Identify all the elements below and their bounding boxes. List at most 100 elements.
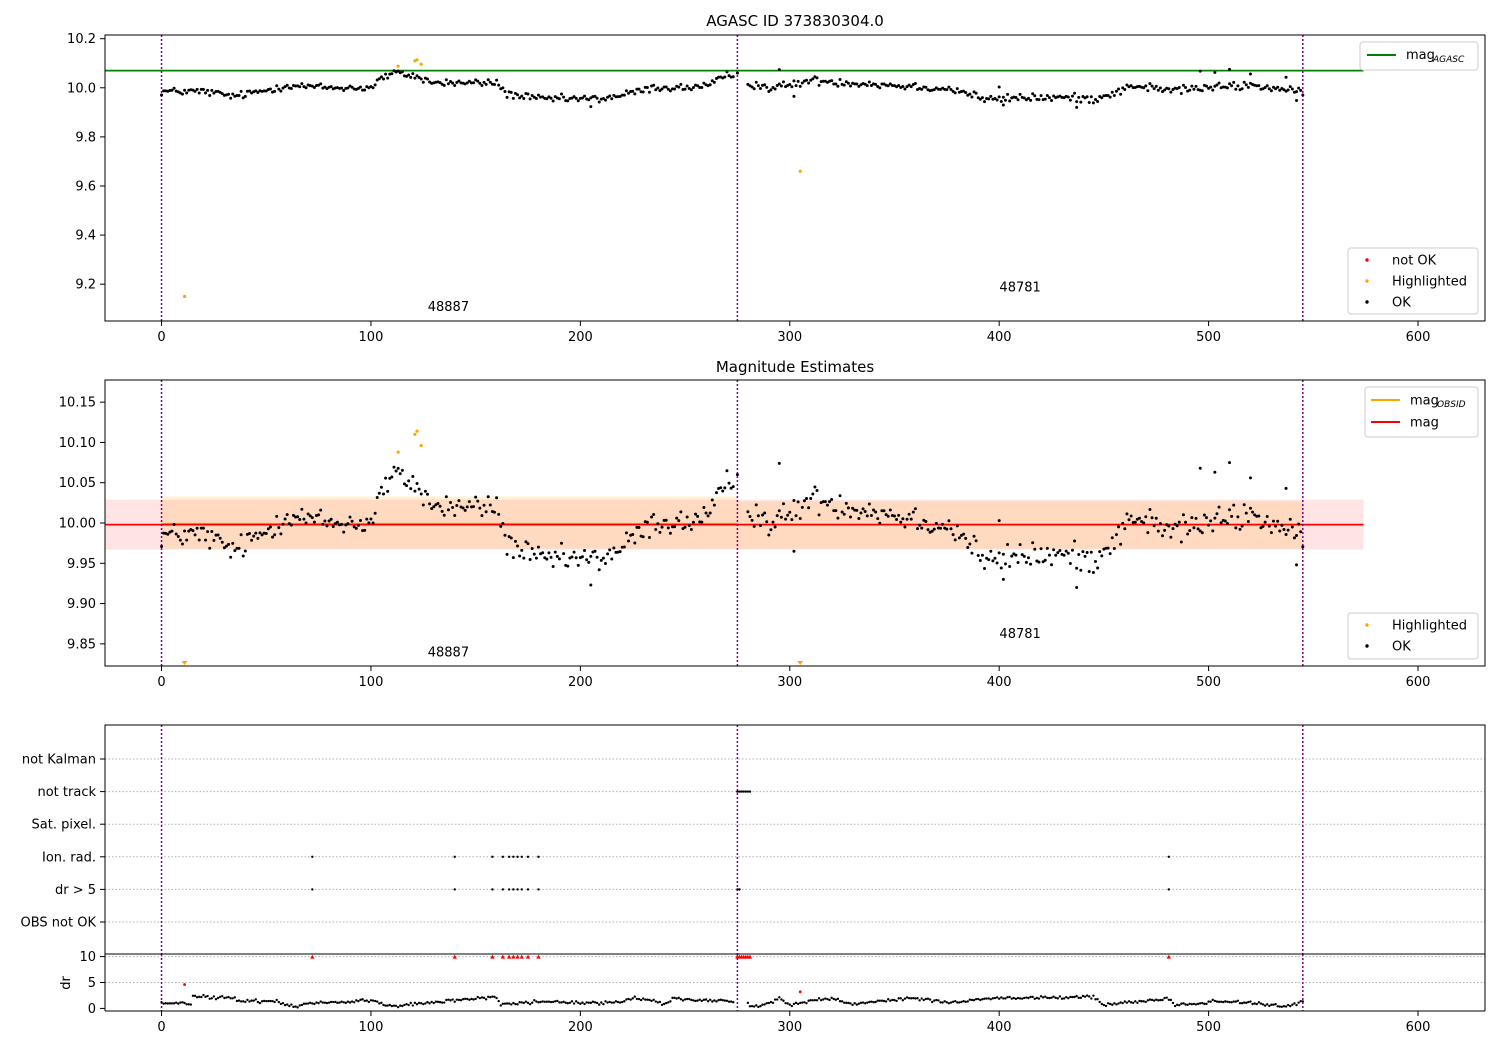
ok-point bbox=[1119, 542, 1123, 546]
ok-point bbox=[1001, 552, 1005, 556]
ok-point bbox=[405, 74, 409, 78]
ok-point bbox=[631, 532, 635, 536]
x-tick-label: 500 bbox=[1196, 675, 1221, 690]
ok-point bbox=[319, 82, 323, 86]
dr-point bbox=[382, 1003, 385, 1007]
ok-point bbox=[980, 553, 984, 557]
ok-point bbox=[1010, 554, 1014, 558]
ok-point bbox=[239, 533, 243, 537]
dr-point bbox=[958, 1001, 961, 1004]
ok-point bbox=[807, 506, 811, 510]
ok-point bbox=[260, 533, 264, 537]
ok-point bbox=[323, 85, 327, 89]
ok-point bbox=[597, 568, 601, 572]
dr-point bbox=[662, 1002, 666, 1006]
ok-point bbox=[838, 77, 842, 81]
ok-point bbox=[300, 82, 304, 86]
flag-point bbox=[526, 888, 530, 891]
ok-point bbox=[407, 73, 411, 77]
dr-point bbox=[1286, 1003, 1290, 1007]
ok-point bbox=[243, 549, 247, 553]
ok-point bbox=[1263, 520, 1267, 524]
ok-point bbox=[369, 517, 373, 521]
ok-point bbox=[1269, 89, 1273, 93]
ok-point bbox=[930, 529, 934, 533]
ok-point bbox=[325, 524, 329, 528]
ok-point bbox=[1066, 551, 1070, 555]
ok-point bbox=[731, 485, 735, 489]
ok-point bbox=[281, 522, 285, 526]
legend-frame bbox=[1347, 247, 1479, 315]
ok-point bbox=[775, 84, 779, 88]
dr-point bbox=[920, 997, 923, 1000]
ok-point bbox=[497, 512, 501, 516]
dr-point bbox=[974, 997, 978, 1001]
dr-point bbox=[208, 997, 211, 1000]
dr-point bbox=[675, 997, 678, 1000]
ok-point bbox=[1295, 90, 1299, 94]
dr-point bbox=[1175, 1003, 1179, 1007]
ok-point bbox=[872, 508, 876, 512]
ok-point bbox=[1301, 545, 1305, 549]
dr-point bbox=[1092, 994, 1095, 997]
dr-point bbox=[288, 1004, 291, 1008]
ok-point bbox=[511, 96, 515, 100]
dr-point bbox=[273, 1000, 276, 1004]
flag-row-label: Sat. pixel. bbox=[32, 818, 96, 833]
ok-point bbox=[1079, 100, 1083, 104]
dr-point bbox=[1041, 996, 1045, 999]
ok-point bbox=[1188, 529, 1192, 533]
dr-point bbox=[983, 997, 986, 1000]
dr-point bbox=[1261, 1003, 1265, 1006]
dr-point bbox=[340, 1000, 343, 1003]
dr-point bbox=[1295, 1003, 1298, 1007]
y-tick-label: 9.6 bbox=[75, 179, 96, 194]
dr-point bbox=[600, 1001, 603, 1004]
ok-point bbox=[580, 555, 584, 559]
ok-point bbox=[976, 554, 980, 558]
dr-point bbox=[809, 999, 812, 1002]
ok-point bbox=[670, 87, 674, 91]
ok-point bbox=[574, 96, 578, 100]
ok-point bbox=[199, 87, 203, 91]
dr-point bbox=[227, 995, 230, 999]
dr-point bbox=[411, 1004, 415, 1007]
ok-point bbox=[779, 515, 783, 519]
x-tick-label: 300 bbox=[777, 675, 802, 690]
ok-point bbox=[1238, 527, 1242, 531]
dr-point bbox=[673, 996, 676, 1000]
ok-point bbox=[932, 88, 936, 92]
ok-point bbox=[222, 546, 226, 550]
dr-point bbox=[1251, 1002, 1254, 1006]
ok-point bbox=[951, 89, 955, 93]
dr-point bbox=[769, 1000, 773, 1004]
dr-point bbox=[455, 998, 459, 1001]
ok-point bbox=[256, 90, 260, 94]
ok-point bbox=[832, 509, 836, 513]
dr-point bbox=[493, 995, 496, 998]
ok-point bbox=[1217, 81, 1221, 85]
ok-point bbox=[976, 96, 980, 100]
dr-point bbox=[350, 1000, 354, 1003]
ok-point bbox=[817, 513, 821, 517]
ok-point bbox=[723, 75, 727, 79]
ok-point bbox=[1022, 96, 1026, 100]
ok-point bbox=[331, 525, 335, 529]
dr-point bbox=[780, 998, 783, 1001]
ok-point bbox=[909, 517, 913, 521]
legend-label-subscript: OBSID bbox=[1437, 400, 1466, 410]
ok-point bbox=[978, 559, 982, 563]
ok-point bbox=[761, 513, 765, 517]
ok-point bbox=[1198, 69, 1202, 73]
ok-point bbox=[589, 554, 593, 558]
dr-point bbox=[1249, 1000, 1252, 1003]
ok-point bbox=[1284, 533, 1288, 537]
ok-point bbox=[160, 93, 164, 97]
ok-point bbox=[823, 500, 827, 504]
dr-point bbox=[223, 996, 226, 1000]
ok-point bbox=[758, 87, 762, 91]
ok-point bbox=[1292, 536, 1296, 540]
ok-point bbox=[492, 82, 496, 86]
ok-point bbox=[983, 100, 987, 104]
dr-point bbox=[403, 1003, 406, 1007]
